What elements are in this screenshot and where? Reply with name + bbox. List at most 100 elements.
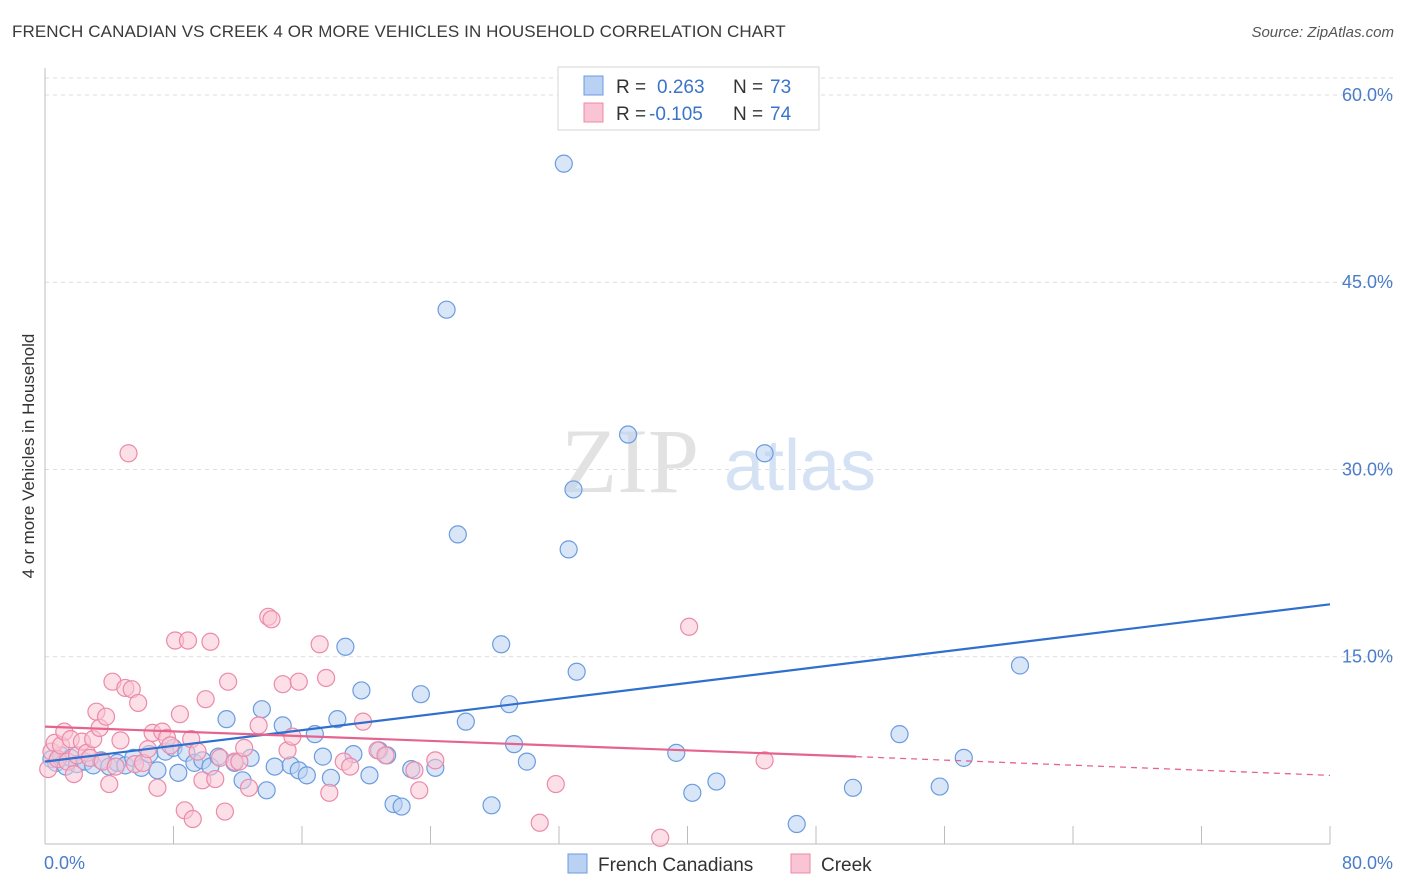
- point-creek: [426, 751, 445, 770]
- legend-swatch-creek: [583, 102, 604, 123]
- point-creek: [196, 690, 215, 709]
- point-french-canadians: [252, 700, 271, 719]
- point-french-canadians: [456, 712, 475, 731]
- legend-n-label-creek: N =: [733, 104, 763, 125]
- point-creek: [546, 774, 565, 794]
- point-creek: [215, 802, 234, 821]
- point-creek: [316, 668, 336, 688]
- point-french-canadians: [360, 766, 379, 785]
- point-creek: [119, 444, 138, 463]
- point-french-canadians: [482, 796, 501, 815]
- point-french-canadians: [352, 681, 371, 700]
- y-tick-label: 60.0%: [1342, 85, 1393, 105]
- bottom-legend-swatch-creek: [790, 853, 811, 874]
- point-french-canadians: [411, 685, 430, 704]
- point-creek: [206, 769, 225, 789]
- point-creek: [64, 764, 84, 784]
- point-french-canadians: [683, 783, 702, 802]
- point-french-canadians: [890, 725, 909, 744]
- point-creek: [188, 742, 207, 761]
- trend-line-creek: [44, 725, 857, 758]
- trend-line-creek-extrapolated: [856, 755, 1331, 776]
- x-tick-label: 80.0%: [1342, 853, 1393, 873]
- point-creek: [239, 778, 259, 797]
- point-creek: [405, 761, 424, 780]
- legend-n-value-french: 73: [770, 77, 791, 98]
- axes: [44, 68, 1331, 845]
- legend-r-label-creek: R =: [616, 104, 646, 125]
- point-creek: [410, 781, 429, 800]
- point-creek: [201, 632, 220, 651]
- top-legend: R = 0.263 N = 73 R = -0.105 N = 74: [557, 66, 820, 131]
- point-french-canadians: [392, 797, 411, 816]
- point-creek: [178, 631, 198, 650]
- point-french-canadians: [755, 444, 774, 463]
- point-creek: [106, 757, 125, 776]
- legend-r-label-french: R =: [616, 77, 646, 98]
- y-axis-title: 4 or more Vehicles in Household: [19, 334, 38, 579]
- point-creek: [129, 693, 148, 713]
- point-creek: [341, 757, 360, 776]
- point-french-canadians: [667, 743, 686, 762]
- x-tick-label: 0.0%: [44, 853, 85, 873]
- y-tick-label: 30.0%: [1342, 459, 1393, 479]
- point-french-canadians: [257, 781, 276, 800]
- point-creek: [376, 746, 395, 765]
- legend-n-value-creek: 74: [770, 104, 792, 125]
- watermark-zip: ZIP: [561, 410, 699, 512]
- point-creek: [755, 751, 774, 770]
- point-french-canadians: [930, 777, 949, 796]
- point-creek: [289, 672, 308, 691]
- point-french-canadians: [328, 710, 347, 729]
- bottom-legend-label-french: French Canadians: [598, 855, 753, 876]
- point-creek: [111, 731, 130, 750]
- point-creek: [100, 774, 119, 794]
- point-french-canadians: [217, 710, 236, 729]
- watermark-atlas: atlas: [724, 426, 876, 506]
- point-french-canadians: [169, 763, 188, 782]
- legend-r-value-french: 0.263: [657, 77, 705, 98]
- point-french-canadians: [564, 480, 583, 499]
- point-french-canadians: [1010, 656, 1030, 675]
- point-creek: [219, 672, 238, 691]
- point-french-canadians: [618, 425, 638, 444]
- point-creek: [273, 675, 292, 694]
- legend-swatch-french: [583, 75, 604, 96]
- bottom-legend-label-creek: Creek: [821, 855, 872, 876]
- point-creek: [148, 778, 167, 797]
- point-creek: [96, 707, 116, 726]
- point-french-canadians: [265, 757, 284, 776]
- tick-labels: 15.0% 30.0% 45.0% 60.0% 0.0% 80.0%: [44, 85, 1393, 873]
- data-points: [39, 154, 1030, 847]
- gridlines: [45, 77, 1395, 658]
- point-french-canadians: [517, 752, 536, 771]
- point-french-canadians: [321, 768, 341, 787]
- point-creek: [310, 635, 329, 654]
- bottom-legend-swatch-french: [567, 853, 588, 874]
- point-french-canadians: [843, 778, 863, 797]
- point-creek: [183, 809, 202, 829]
- point-creek: [320, 783, 339, 802]
- point-creek: [651, 828, 670, 847]
- legend-n-label-french: N =: [733, 77, 763, 98]
- point-french-canadians: [554, 154, 573, 173]
- point-french-canadians: [559, 540, 578, 559]
- point-creek: [249, 716, 268, 735]
- y-tick-label: 45.0%: [1342, 272, 1393, 292]
- point-creek: [262, 610, 281, 629]
- point-french-canadians: [707, 772, 726, 791]
- trend-lines: [44, 603, 1331, 776]
- point-creek: [235, 738, 254, 757]
- chart-title: FRENCH CANADIAN VS CREEK 4 OR MORE VEHIC…: [12, 22, 786, 41]
- point-french-canadians: [336, 637, 355, 656]
- point-creek: [170, 705, 190, 724]
- watermark: ZIP atlas: [561, 410, 876, 512]
- source-label: Source: ZipAtlas.com: [1251, 24, 1394, 41]
- point-french-canadians: [954, 748, 973, 767]
- point-french-canadians: [567, 662, 586, 681]
- y-tick-label: 15.0%: [1342, 647, 1393, 667]
- point-creek: [680, 617, 699, 636]
- point-french-canadians: [297, 766, 316, 785]
- point-french-canadians: [492, 635, 511, 654]
